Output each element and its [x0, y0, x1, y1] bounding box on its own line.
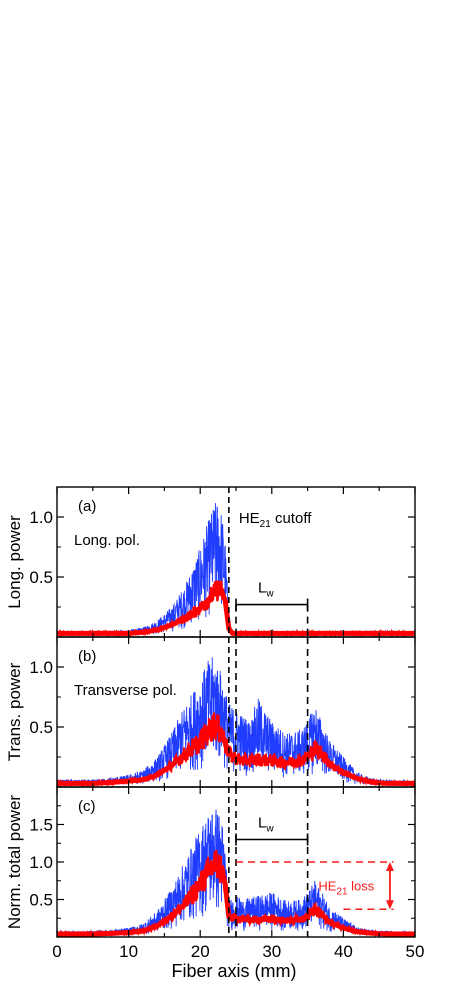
loss-arrow-head-up [385, 862, 394, 871]
loss-label: HE21 loss [318, 879, 374, 898]
panel-letter-b: (b) [78, 648, 96, 665]
x-axis-label: Fiber axis (mm) [172, 961, 297, 981]
x-tick-label: 50 [406, 942, 425, 961]
panel-a: 0.5 1.0 Long. power (a) Long. pol. HE21 cutof… [5, 486, 416, 638]
y-tick-label: 0.5 [29, 718, 53, 737]
x-tick-label: 0 [52, 942, 61, 961]
y-axis-label-a: Long. power [5, 515, 24, 609]
polarization-label-a: Long. pol. [74, 532, 140, 549]
y-tick-label: 1.0 [29, 853, 53, 872]
x-tick-label: 30 [262, 942, 281, 961]
y-tick-label: 0.5 [29, 891, 53, 910]
plots: 0.5 1.0 Long. power (a) Long. pol. HE21 cutof… [5, 486, 425, 961]
y-axis-label-c: Norm. total power [5, 795, 24, 929]
polarization-label-b: Transverse pol. [74, 682, 177, 699]
x-tick-label: 20 [191, 942, 210, 961]
panel-frame-a [56, 486, 416, 638]
x-tick-label: 10 [119, 942, 138, 961]
lw-label-a: Lw [258, 580, 274, 600]
lw-label-c: Lw [258, 815, 274, 835]
y-axis-label-b: Trans. power [5, 662, 24, 761]
panel-letter-c: (c) [78, 798, 96, 815]
cutoff-label: HE21 cutoff [239, 510, 312, 530]
panel-b: 0.5 1.0 Trans. power (b) Transverse pol. [5, 636, 416, 788]
plot-area-a [57, 503, 415, 637]
envelope-series-a [57, 503, 415, 637]
panel-c: 0.5 1.0 1.5 Norm. total power (c) Lw HE21 loss [5, 786, 416, 938]
x-tick-label: 40 [334, 942, 353, 961]
y-tick-label: 1.0 [29, 658, 53, 677]
y-tick-label: 1.5 [29, 816, 53, 835]
loss-arrow-head-down [385, 900, 394, 910]
mean-line-c [57, 861, 415, 937]
y-tick-label: 0.5 [29, 568, 53, 587]
y-tick-label: 1.0 [29, 508, 53, 527]
panel-letter-a: (a) [78, 498, 96, 515]
plot-area-c [57, 809, 415, 937]
